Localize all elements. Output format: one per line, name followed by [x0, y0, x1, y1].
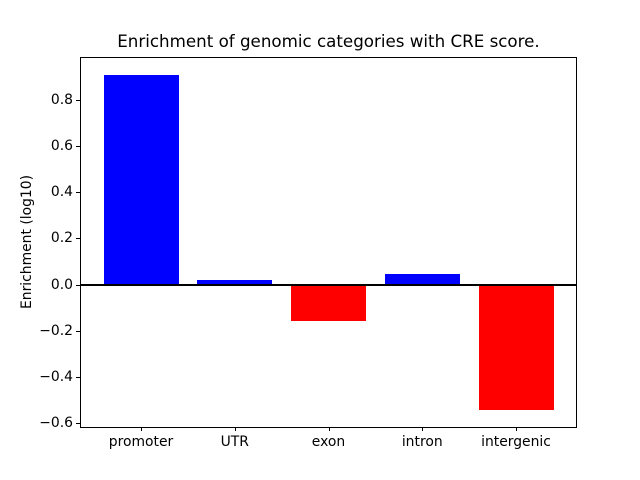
y-tick-mark [76, 100, 80, 102]
y-tick-label: 0.8 [50, 92, 73, 109]
y-tick-mark [76, 146, 80, 148]
y-tick-label: 0.6 [50, 138, 73, 155]
y-tick-mark [76, 422, 80, 424]
chart-title: Enrichment of genomic categories with CR… [117, 31, 540, 51]
y-tick-mark [76, 238, 80, 240]
x-tick-label-exon: exon [311, 434, 346, 450]
y-tick-mark [76, 330, 80, 332]
bar-promoter [103, 74, 179, 285]
y-tick-mark [76, 192, 80, 194]
plot-area: −0.6 −0.4 −0.2 0.0 0.2 0.4 0.6 0.8 promoter UTR ex… [39, 57, 577, 450]
x-tick-label-UTR: UTR [220, 434, 249, 450]
bar-intron [384, 274, 460, 285]
x-tick-mark [234, 427, 236, 431]
x-tick-mark [328, 427, 330, 431]
x-tick-mark [141, 427, 142, 431]
zero-line [81, 283, 576, 286]
y-tick-label: 0.4 [50, 184, 73, 201]
bar-intergenic [478, 284, 554, 411]
x-tick-mark [516, 427, 517, 431]
y-tick-mark [76, 284, 80, 286]
x-tick-label-promoter: promoter [108, 434, 174, 450]
y-tick-label: −0.4 [39, 368, 73, 385]
y-tick-mark [76, 376, 80, 378]
bar-exon [291, 284, 366, 322]
y-tick-label: −0.2 [39, 322, 73, 339]
x-tick-label-intergenic: intergenic [481, 434, 551, 450]
y-tick-label: 0.2 [50, 230, 73, 247]
x-tick-mark [422, 427, 424, 431]
x-tick-label-intron: intron [401, 434, 443, 450]
y-tick-label: 0.0 [50, 276, 73, 293]
y-tick-label: −0.6 [39, 414, 73, 431]
bar-UTR [197, 279, 273, 285]
